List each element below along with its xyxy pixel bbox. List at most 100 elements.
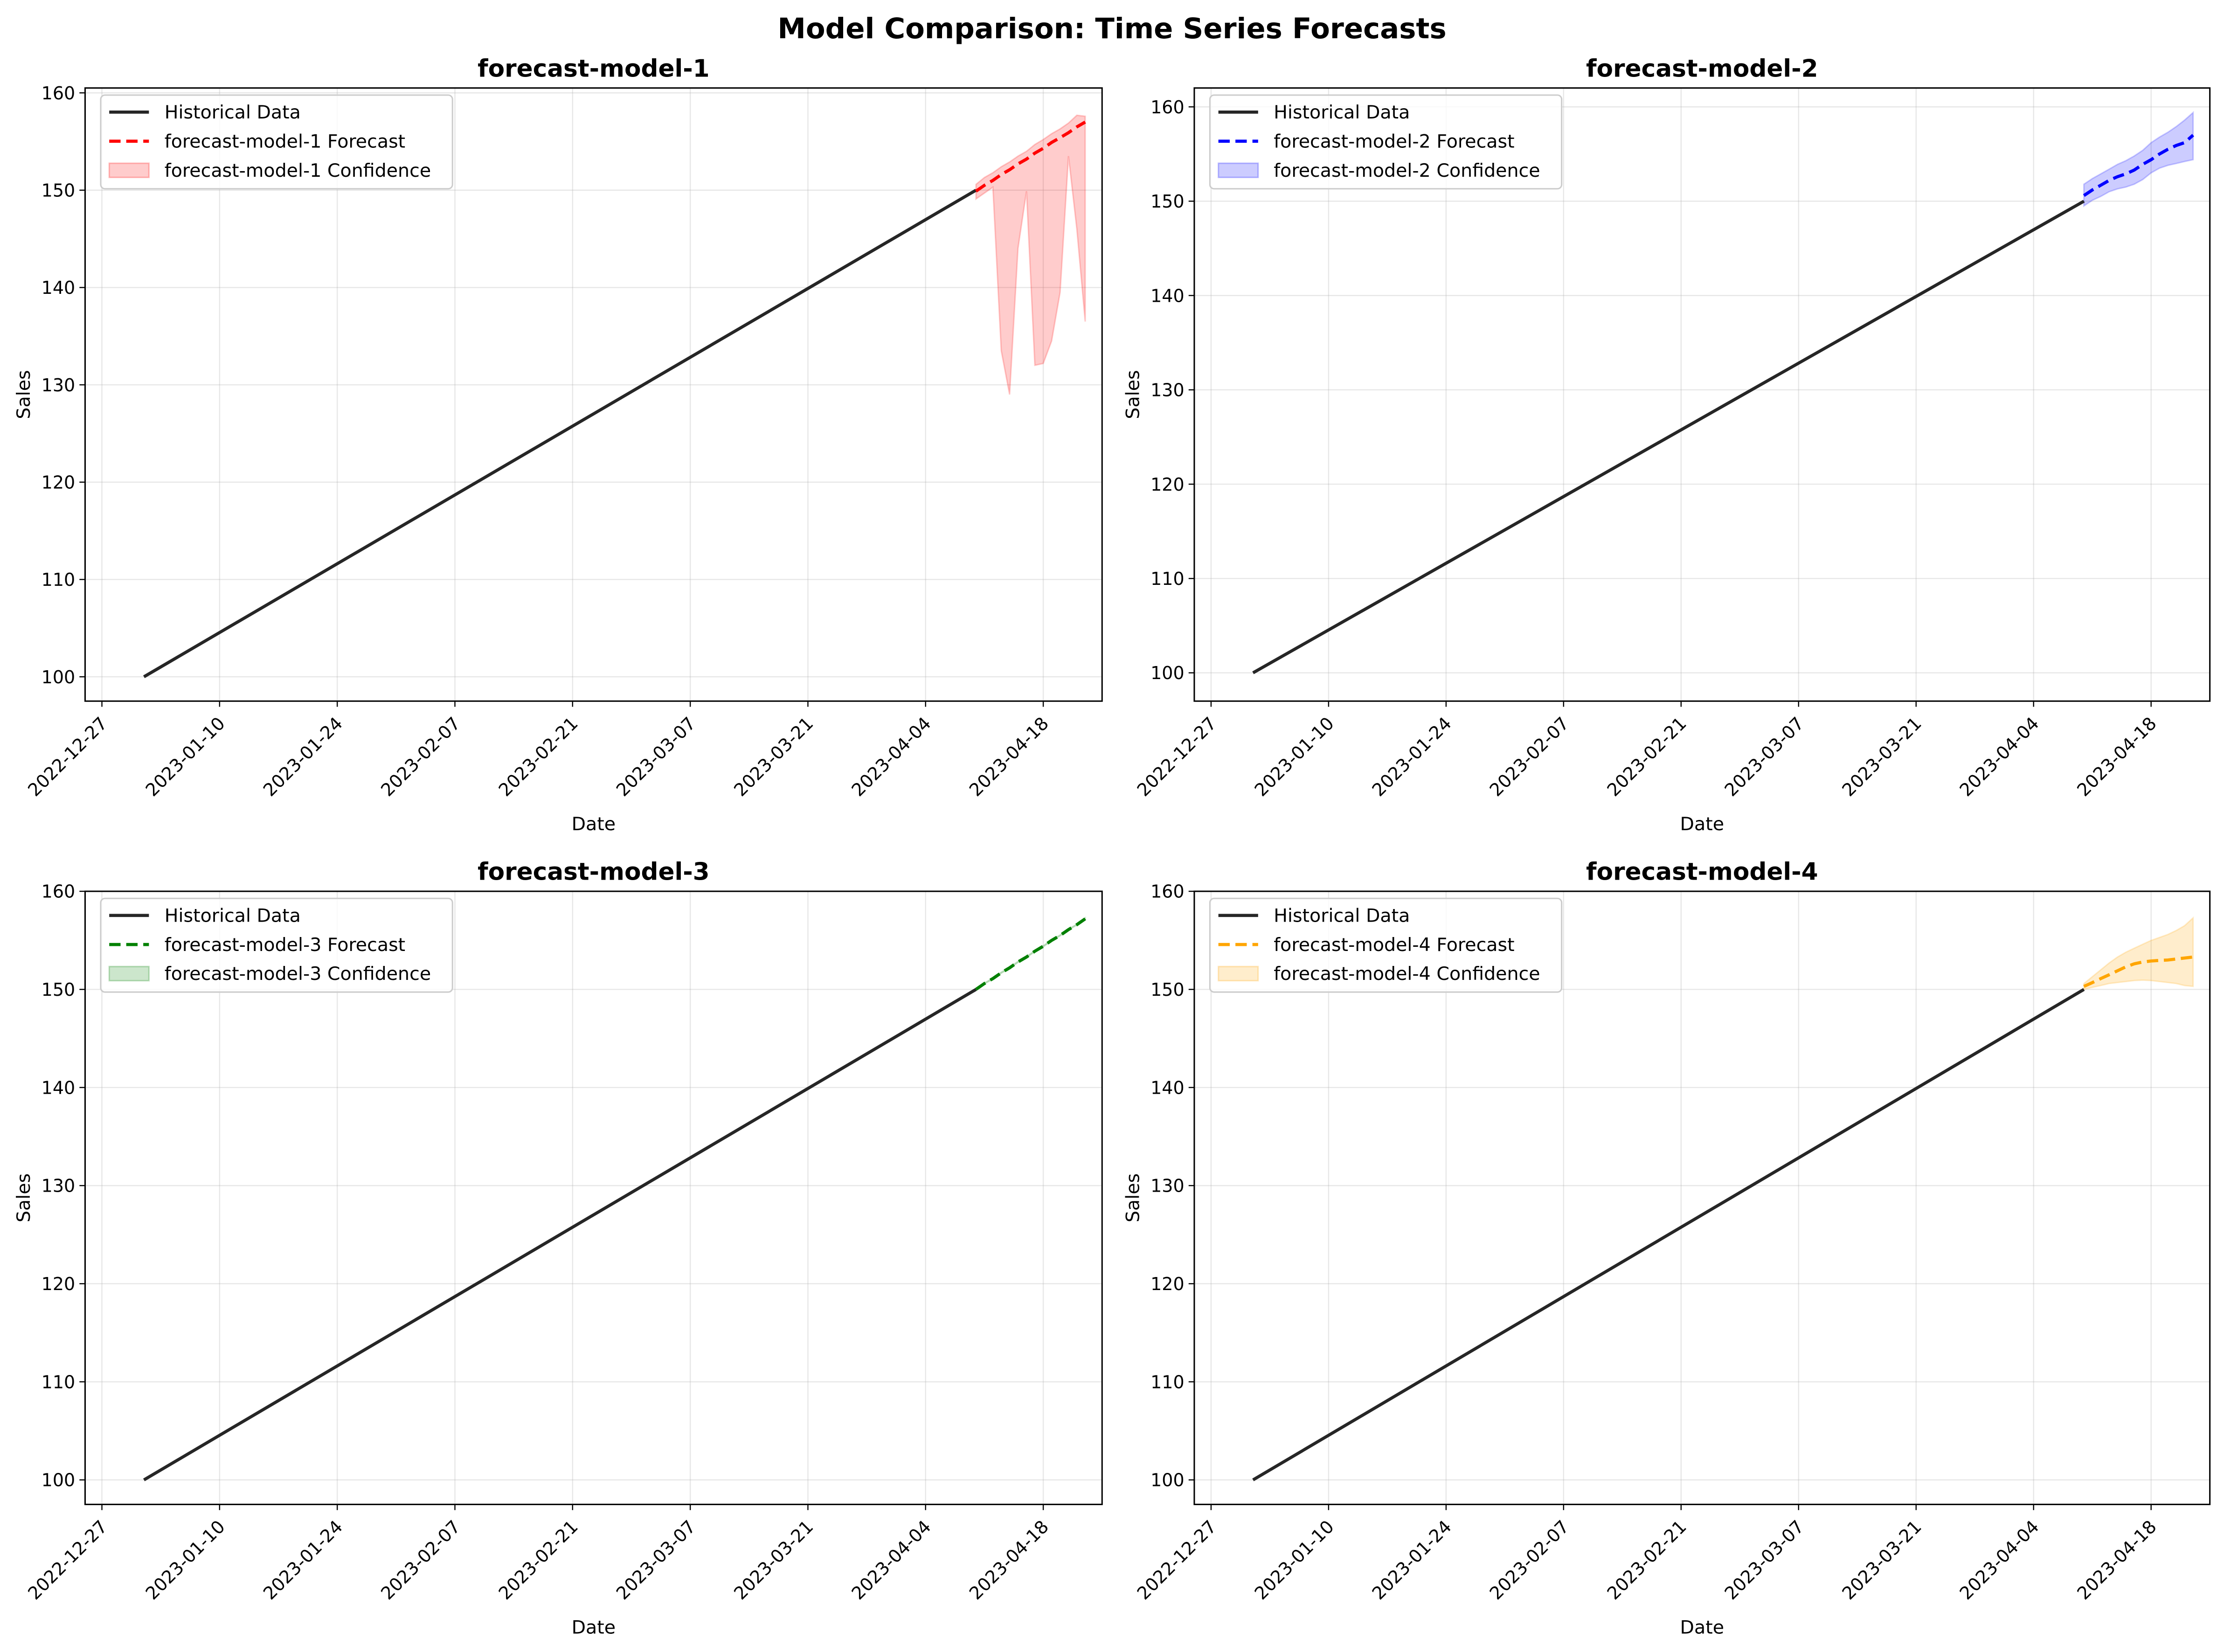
subplot-title: forecast-model-4: [1586, 858, 1818, 886]
subplot-title: forecast-model-2: [1586, 55, 1818, 83]
y-tick-label: 140: [1150, 1077, 1185, 1098]
legend-label: forecast-model-4 Confidence: [1274, 963, 1540, 985]
y-tick-label: 110: [1150, 1372, 1185, 1392]
y-tick-label: 120: [1150, 1274, 1185, 1294]
x-tick-label: 2022-12-27: [24, 1516, 111, 1603]
legend-swatch-confidence: [1218, 965, 1259, 982]
axes-frame: [84, 890, 1103, 1506]
x-tick-label: 2023-03-07: [1721, 713, 1808, 800]
x-tick-label: 2023-04-04: [1955, 713, 2043, 800]
axes-frame: [1193, 890, 2211, 1506]
forecast-series-line: [975, 917, 1086, 991]
x-tick-label: 2023-02-21: [495, 1516, 582, 1603]
legend-label: Historical Data: [1274, 102, 1410, 123]
historical-series-line: [1252, 988, 2085, 1481]
legend-label: forecast-model-2 Forecast: [1274, 131, 1514, 152]
confidence-band: [2083, 916, 2194, 991]
confidence-band: [2083, 111, 2194, 208]
legend: [100, 897, 453, 993]
x-tick-label: 2022-12-27: [24, 713, 111, 800]
forecast-series-line: [2083, 955, 2194, 988]
x-tick-label: 2023-01-24: [1368, 1516, 1455, 1603]
x-tick-label: 2023-01-24: [259, 1516, 346, 1603]
y-axis-label: Sales: [1122, 1173, 1143, 1222]
x-tick-label: 2023-03-21: [730, 713, 817, 800]
plot-area: [1194, 891, 2210, 1505]
x-tick-label: 2023-04-18: [965, 713, 1053, 800]
legend-swatch-confidence: [1218, 162, 1259, 178]
y-tick-label: 100: [42, 1470, 76, 1491]
x-tick-label: 2023-01-10: [1251, 713, 1338, 800]
y-tick-label: 160: [42, 882, 76, 902]
x-tick-label: 2023-04-18: [2073, 713, 2160, 800]
x-tick-label: 2023-02-21: [495, 713, 582, 800]
legend-label: forecast-model-1 Forecast: [165, 131, 405, 152]
y-tick-label: 150: [42, 979, 76, 1000]
y-tick-label: 150: [42, 180, 76, 201]
historical-series-line: [1252, 200, 2085, 674]
x-tick-label: 2023-03-21: [1838, 1516, 1926, 1603]
legend-label: forecast-model-4 Forecast: [1274, 934, 1514, 956]
x-tick-label: 2023-02-07: [1486, 713, 1573, 800]
legend-label: forecast-model-2 Confidence: [1274, 160, 1540, 181]
x-tick-label: 2023-02-07: [377, 713, 464, 800]
x-tick-label: 2023-03-07: [612, 713, 700, 800]
x-tick-label: 2023-01-24: [259, 713, 346, 800]
y-tick-label: 130: [1150, 380, 1185, 401]
subplot-1: 2022-12-27 2023-01-10 2023-01-24 2023-02-07…: [13, 55, 1103, 835]
legend-label: Historical Data: [1274, 905, 1410, 926]
y-axis-label: Sales: [13, 370, 35, 419]
x-tick-label: 2023-04-18: [2073, 1516, 2160, 1603]
x-axis-label: Date: [572, 1617, 616, 1638]
y-tick-label: 130: [42, 375, 76, 396]
x-tick-label: 2023-02-21: [1603, 1516, 1691, 1603]
legend-label: Historical Data: [165, 905, 301, 926]
plot-area: [85, 891, 1102, 1505]
y-tick-label: 120: [1150, 474, 1185, 495]
x-tick-label: 2023-03-21: [1838, 713, 1926, 800]
y-tick-label: 140: [42, 278, 76, 298]
x-tick-label: 2022-12-27: [1133, 713, 1220, 800]
y-tick-label: 110: [42, 569, 76, 590]
axes-frame: [84, 87, 1103, 702]
x-tick-label: 2023-03-07: [612, 1516, 700, 1603]
historical-series-line: [143, 188, 977, 678]
legend-label: forecast-model-3 Forecast: [165, 934, 405, 956]
figure-title: Model Comparison: Time Series Forecasts: [777, 13, 1446, 45]
x-tick-label: 2023-03-07: [1721, 1516, 1808, 1603]
legend-swatch-confidence: [108, 162, 150, 178]
x-tick-label: 2023-04-04: [848, 1516, 935, 1603]
axes-frame: [1193, 87, 2211, 702]
y-tick-label: 120: [42, 1274, 76, 1294]
x-tick-label: 2023-01-10: [142, 713, 229, 800]
x-tick-label: 2023-03-21: [730, 1516, 817, 1603]
y-tick-label: 160: [1150, 882, 1185, 902]
legend: [100, 94, 453, 190]
y-tick-label: 160: [42, 83, 76, 104]
x-tick-label: 2023-02-21: [1603, 713, 1691, 800]
subplot-2: 2022-12-27 2023-01-10 2023-01-24 2023-02-07…: [1122, 55, 2211, 835]
x-tick-label: 2023-04-04: [848, 713, 935, 800]
y-tick-label: 160: [1150, 97, 1185, 118]
legend: [1209, 94, 1563, 190]
subplot-title: forecast-model-1: [478, 55, 710, 83]
historical-series-line: [143, 988, 977, 1481]
x-tick-label: 2022-12-27: [1133, 1516, 1220, 1603]
y-tick-label: 150: [1150, 191, 1185, 212]
legend-swatch-confidence: [108, 965, 150, 982]
forecast-series-line: [975, 120, 1086, 193]
y-tick-label: 140: [42, 1077, 76, 1098]
legend: [1209, 897, 1563, 993]
x-tick-label: 2023-01-10: [1251, 1516, 1338, 1603]
y-tick-label: 100: [1150, 1470, 1185, 1491]
x-tick-label: 2023-04-04: [1955, 1516, 2043, 1603]
x-tick-label: 2023-01-24: [1368, 713, 1455, 800]
legend-label: forecast-model-3 Confidence: [165, 963, 431, 985]
forecast-series-line: [2083, 134, 2194, 197]
x-tick-label: 2023-02-07: [377, 1516, 464, 1603]
y-tick-label: 110: [1150, 569, 1185, 589]
confidence-band: [975, 114, 1086, 395]
y-tick-label: 150: [1150, 979, 1185, 1000]
